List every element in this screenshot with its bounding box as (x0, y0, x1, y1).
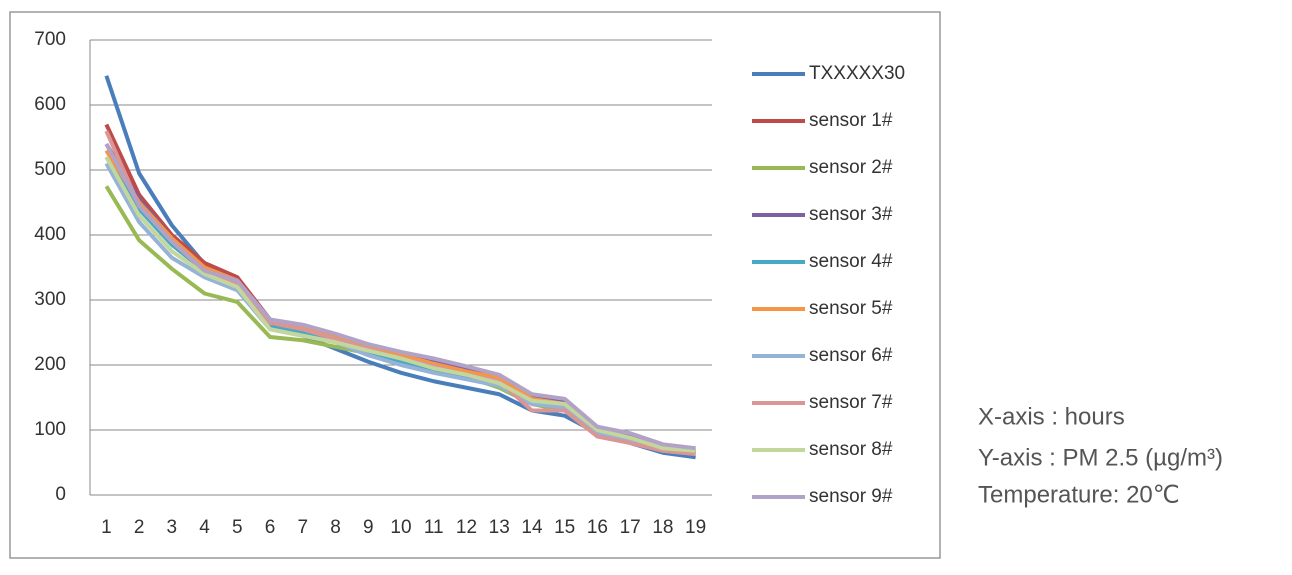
legend-label: sensor 9# (809, 486, 893, 507)
series-line (104, 143, 696, 451)
annotation: X-axis : hours (978, 403, 1125, 430)
x-tick-label: 16 (587, 517, 608, 538)
x-tick-label: 9 (363, 517, 374, 538)
legend-label: sensor 1# (809, 110, 893, 131)
legend-label: sensor 5# (809, 298, 893, 319)
x-tick-label: 15 (554, 517, 575, 538)
annotation: Temperature: 20℃ (978, 481, 1180, 508)
x-tick-label: 14 (521, 517, 543, 538)
legend-label: sensor 6# (809, 345, 893, 366)
x-tick-label: 4 (199, 517, 210, 538)
legend-label: sensor 3# (809, 204, 893, 225)
x-tick-label: 19 (685, 517, 706, 538)
x-tick-label: 11 (424, 517, 444, 538)
y-tick-label: 0 (55, 484, 66, 505)
y-tick-label: 300 (34, 289, 66, 310)
series-line (104, 162, 696, 457)
y-tick-label: 600 (34, 94, 66, 115)
legend-label: sensor 4# (809, 251, 893, 272)
y-tick-label: 100 (34, 419, 66, 440)
y-tick-label: 200 (34, 354, 66, 375)
legend-label: TXXXXX30 (809, 63, 905, 84)
legend-label: sensor 7# (809, 392, 893, 413)
x-tick-label: 13 (489, 517, 510, 538)
x-tick-label: 18 (652, 517, 673, 538)
x-tick-label: 1 (101, 517, 112, 538)
x-tick-label: 6 (265, 517, 276, 538)
x-tick-label: 3 (167, 517, 178, 538)
x-tick-label: 10 (390, 517, 411, 538)
chart-frame (9, 11, 941, 559)
x-tick-label: 8 (330, 517, 341, 538)
y-tick-label: 400 (34, 224, 66, 245)
x-tick-label: 7 (298, 517, 309, 538)
legend-label: sensor 2# (809, 157, 893, 178)
y-tick-label: 500 (34, 159, 66, 180)
annotation: Y-axis : PM 2.5 (µg/m³) (978, 444, 1223, 471)
x-tick-label: 2 (134, 517, 145, 538)
legend-label: sensor 8# (809, 439, 893, 460)
x-tick-label: 12 (456, 517, 477, 538)
x-tick-label: 17 (620, 517, 641, 538)
x-tick-label: 5 (232, 517, 243, 538)
y-tick-label: 700 (34, 29, 66, 50)
series-line (104, 156, 696, 453)
